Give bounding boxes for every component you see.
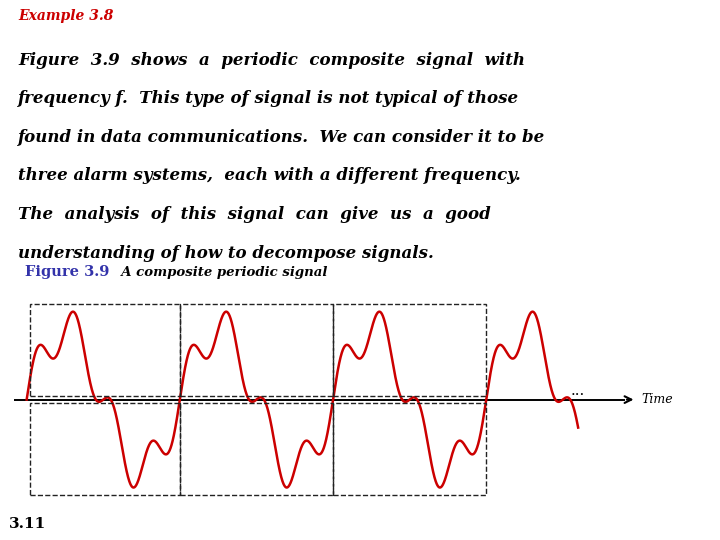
Bar xyxy=(30,305,180,396)
Bar xyxy=(30,403,180,495)
Text: Time: Time xyxy=(641,393,672,406)
Text: ...: ... xyxy=(570,384,585,398)
Bar xyxy=(333,403,486,495)
Text: Figure  3.9  shows  a  periodic  composite  signal  with: Figure 3.9 shows a periodic composite si… xyxy=(18,51,525,69)
Text: Figure 3.9: Figure 3.9 xyxy=(25,265,109,279)
Text: frequency f.  This type of signal is not typical of those: frequency f. This type of signal is not … xyxy=(18,90,519,107)
Bar xyxy=(333,305,486,396)
Text: understanding of how to decompose signals.: understanding of how to decompose signal… xyxy=(18,245,433,262)
Bar xyxy=(180,403,333,495)
Text: found in data communications.  We can consider it to be: found in data communications. We can con… xyxy=(18,129,545,146)
Bar xyxy=(180,305,333,396)
Text: A composite periodic signal: A composite periodic signal xyxy=(112,266,327,279)
Text: three alarm systems,  each with a different frequency.: three alarm systems, each with a differe… xyxy=(18,167,521,185)
Text: 3.11: 3.11 xyxy=(9,517,46,531)
Text: The  analysis  of  this  signal  can  give  us  a  good: The analysis of this signal can give us … xyxy=(18,206,491,223)
Text: Example 3.8: Example 3.8 xyxy=(18,9,113,23)
